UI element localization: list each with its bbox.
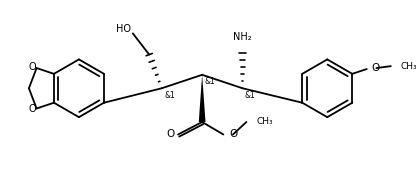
Text: NH₂: NH₂ xyxy=(233,32,252,42)
Text: O: O xyxy=(229,129,238,138)
Text: HO: HO xyxy=(116,24,131,34)
Text: &1: &1 xyxy=(245,91,256,100)
Text: CH₃: CH₃ xyxy=(401,62,416,71)
Text: CH₃: CH₃ xyxy=(256,117,272,126)
Polygon shape xyxy=(199,75,206,122)
Text: O: O xyxy=(166,129,174,139)
Text: O: O xyxy=(371,63,380,73)
Text: O: O xyxy=(29,104,37,114)
Text: O: O xyxy=(29,62,37,72)
Text: &1: &1 xyxy=(205,77,215,86)
Text: &1: &1 xyxy=(164,91,175,100)
